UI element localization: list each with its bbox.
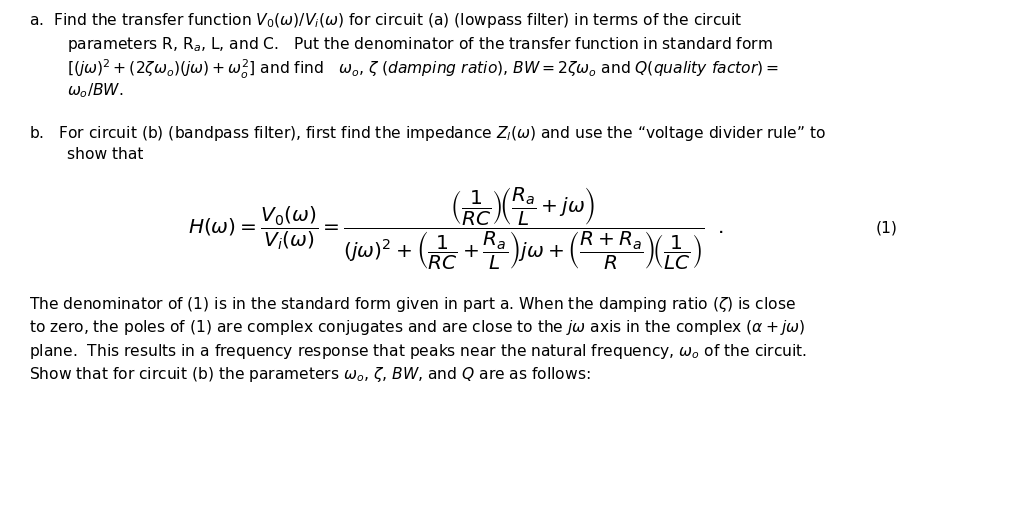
Text: $[(j\omega)^2+(2\zeta\omega_o)(j\omega) + \omega_o^2]$ and find   $\omega_o$, $\: $[(j\omega)^2+(2\zeta\omega_o)(j\omega) … [67, 58, 778, 81]
Text: Show that for circuit (b) the parameters $\omega_o$, $\zeta$, $BW$, and $Q$ are : Show that for circuit (b) the parameters… [29, 365, 591, 384]
Text: b.   For circuit (b) (bandpass filter), first find the impedance $Z_l(\omega)$ a: b. For circuit (b) (bandpass filter), fi… [29, 124, 825, 143]
Text: parameters R, R$_a$, L, and C.   Put the denominator of the transfer function in: parameters R, R$_a$, L, and C. Put the d… [67, 35, 772, 54]
Text: show that: show that [67, 147, 143, 162]
Text: $\omega_o/BW$.: $\omega_o/BW$. [67, 81, 123, 100]
Text: (1): (1) [876, 221, 897, 236]
Text: to zero, the poles of (1) are complex conjugates and are close to the $j\omega$ : to zero, the poles of (1) are complex co… [29, 318, 805, 337]
Text: plane.  This results in a frequency response that peaks near the natural frequen: plane. This results in a frequency respo… [29, 342, 807, 361]
Text: a.  Find the transfer function $V_0(\omega)/V_i(\omega)$ for circuit (a) (lowpas: a. Find the transfer function $V_0(\omeg… [29, 11, 742, 31]
Text: The denominator of (1) is in the standard form given in part a. When the damping: The denominator of (1) is in the standar… [29, 295, 796, 314]
Text: $H(\omega) = \dfrac{V_0(\omega)}{V_i(\omega)} = \dfrac{\left(\dfrac{1}{RC}\right: $H(\omega) = \dfrac{V_0(\omega)}{V_i(\om… [187, 185, 724, 271]
